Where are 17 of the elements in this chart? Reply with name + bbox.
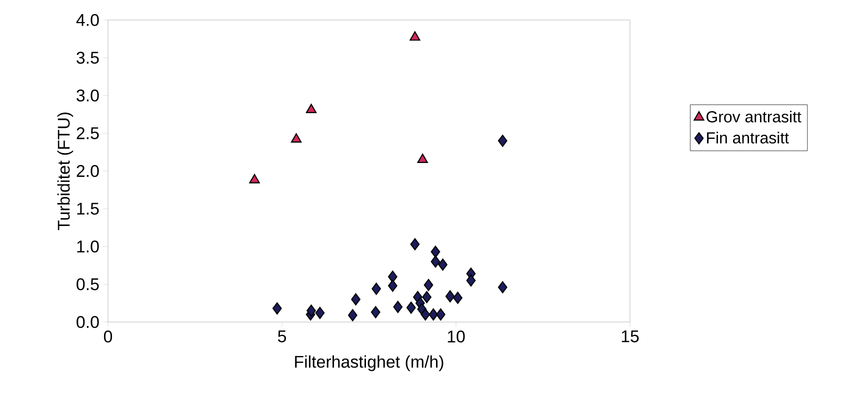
x-tick-label: 10 [448, 330, 465, 343]
y-tick-label: 4.0 [76, 14, 99, 26]
y-tick-label: 2.0 [76, 165, 99, 177]
x-axis-title: Filterhastighet (m/h) [295, 355, 444, 372]
y-axis-title: Turbiditet (FTU) [57, 112, 74, 230]
x-tick-label: 15 [622, 330, 639, 342]
y-tick-label: 0.0 [76, 316, 99, 328]
y-tick-label: 2.5 [76, 127, 99, 140]
y-tick-label: 3.0 [76, 90, 99, 102]
y-tick-label: 0.5 [76, 278, 99, 290]
x-tick-label: 5 [278, 330, 286, 342]
y-tick-label: 1.0 [77, 240, 99, 252]
legend-label: Fin antrasitt [707, 132, 789, 144]
x-tick-label: 0 [104, 330, 112, 343]
y-tick-label: 1.5 [77, 202, 99, 215]
y-tick-label: 3.5 [76, 52, 99, 64]
legend-label: Grov antrasitt [706, 110, 802, 122]
